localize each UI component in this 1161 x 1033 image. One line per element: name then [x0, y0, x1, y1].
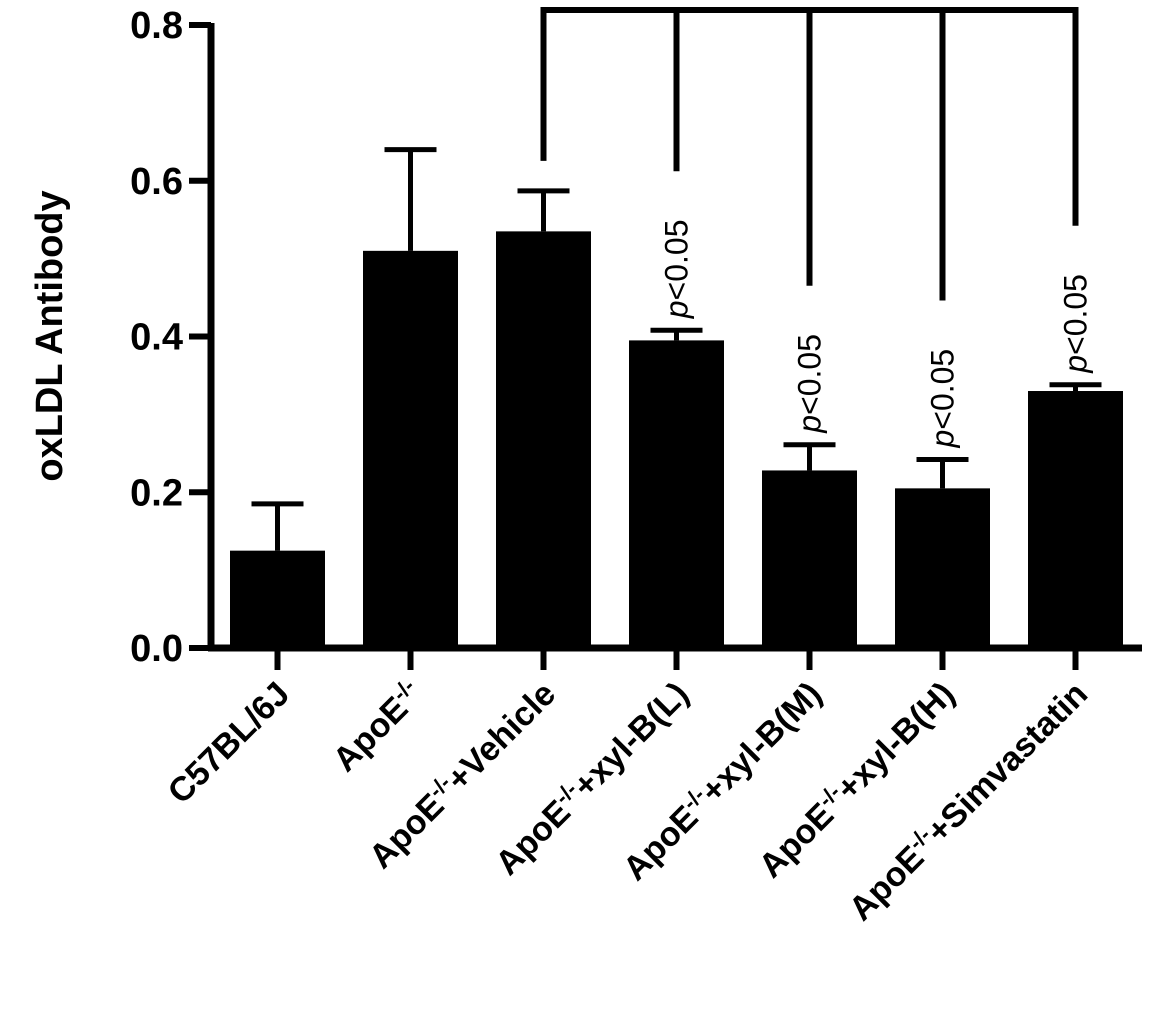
category-label: ApoE-/- — [324, 673, 430, 779]
y-tick-label: 0.2 — [130, 472, 183, 514]
bar — [895, 488, 990, 648]
y-tick-label: 0.4 — [130, 317, 183, 359]
bar — [496, 231, 591, 648]
y-tick-label: 0.0 — [130, 628, 183, 670]
y-tick-label: 0.6 — [130, 161, 183, 203]
error-bars — [251, 147, 1102, 551]
y-axis-label: oxLDL Antibody — [29, 190, 71, 481]
significance-brackets: p<0.05 p<0.05 p<0.05 p<0.05 — [540, 7, 1094, 449]
bar — [629, 340, 724, 648]
bar — [363, 250, 458, 648]
bars — [230, 231, 1123, 648]
bar — [230, 550, 325, 648]
category-label: C57BL/6J — [161, 675, 297, 811]
category-labels: C57BL/6J ApoE-/-ApoE-/-+VehicleApoE-/-+xy… — [161, 673, 1095, 928]
bar — [762, 470, 857, 648]
bar — [1028, 391, 1123, 648]
p-value-label: p<0.05 — [1058, 274, 1094, 374]
category-label: ApoE-/-+Simvastatin — [840, 673, 1095, 928]
p-value-label: p<0.05 — [659, 220, 695, 320]
p-value-label: p<0.05 — [792, 334, 828, 434]
p-value-label: p<0.05 — [925, 349, 961, 449]
y-tick-label: 0.8 — [130, 5, 183, 47]
